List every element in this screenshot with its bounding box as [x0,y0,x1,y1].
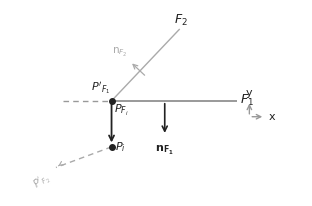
Text: $F_1$: $F_1$ [240,93,254,108]
Text: $\mathrm{n}_{F_2}$: $\mathrm{n}_{F_2}$ [112,46,128,59]
Text: $\mathbf{n}_{\mathbf{F_1}}$: $\mathbf{n}_{\mathbf{F_1}}$ [155,144,174,157]
Text: $P'_{F_2}$: $P'_{F_2}$ [31,171,54,193]
Text: y: y [246,88,253,98]
Text: $P'_{F_1}$: $P'_{F_1}$ [91,81,110,97]
Text: x: x [269,112,275,122]
Text: $F_2$: $F_2$ [173,13,187,28]
Text: $P_i$: $P_i$ [115,140,126,154]
Text: $P_{F_i}$: $P_{F_i}$ [115,103,129,118]
